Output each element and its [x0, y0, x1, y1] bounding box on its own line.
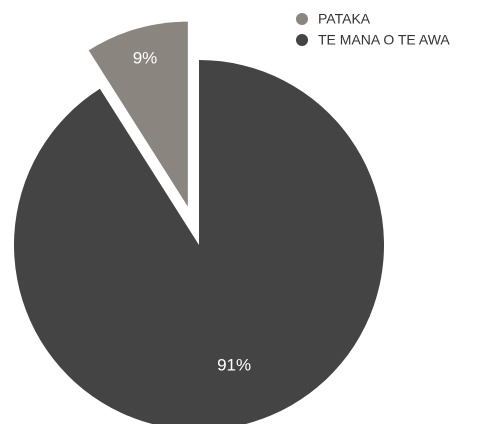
pie-slice [88, 21, 188, 207]
slice-label: 91% [217, 355, 251, 374]
legend-marker [296, 34, 308, 46]
pie-slice [14, 60, 384, 424]
legend-marker [296, 13, 308, 25]
legend-label: PATAKA [318, 11, 371, 27]
legend-label: TE MANA O TE AWA [318, 32, 450, 48]
slice-label: 9% [133, 49, 158, 68]
